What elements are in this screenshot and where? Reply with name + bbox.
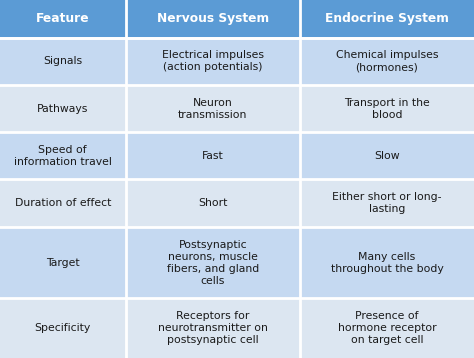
Text: Duration of effect: Duration of effect [15, 198, 111, 208]
Text: Many cells
throughout the body: Many cells throughout the body [331, 252, 443, 274]
Bar [126, 38, 300, 85]
Bar [300, 85, 474, 132]
Text: Pathways: Pathways [37, 103, 89, 113]
Bar [0, 38, 126, 85]
Text: Postsynaptic
neurons, muscle
fibers, and gland
cells: Postsynaptic neurons, muscle fibers, and… [167, 240, 259, 286]
Bar [300, 38, 474, 85]
Text: Slow: Slow [374, 151, 400, 161]
Text: Electrical impulses
(action potentials): Electrical impulses (action potentials) [162, 50, 264, 72]
Bar [300, 227, 474, 299]
Bar [0, 179, 126, 227]
Text: Speed of
information travel: Speed of information travel [14, 145, 112, 167]
Bar [126, 179, 300, 227]
Bar [126, 227, 300, 299]
Text: Feature: Feature [36, 13, 90, 25]
Text: Presence of
hormone receptor
on target cell: Presence of hormone receptor on target c… [337, 311, 437, 345]
Bar [0, 132, 126, 179]
Text: Fast: Fast [202, 151, 224, 161]
Text: Endocrine System: Endocrine System [325, 13, 449, 25]
Text: Either short or long-
lasting: Either short or long- lasting [332, 192, 442, 214]
Bar [300, 0, 474, 38]
Bar [126, 132, 300, 179]
Text: Transport in the
blood: Transport in the blood [344, 98, 430, 120]
Bar [126, 85, 300, 132]
Text: Neuron
transmission: Neuron transmission [178, 98, 247, 120]
Bar [300, 299, 474, 358]
Bar [0, 85, 126, 132]
Text: Chemical impulses
(hormones): Chemical impulses (hormones) [336, 50, 438, 72]
Text: Target: Target [46, 257, 80, 267]
Text: Nervous System: Nervous System [157, 13, 269, 25]
Bar [126, 299, 300, 358]
Text: Signals: Signals [43, 56, 82, 66]
Bar [0, 299, 126, 358]
Bar [126, 0, 300, 38]
Text: Short: Short [198, 198, 228, 208]
Text: Specificity: Specificity [35, 323, 91, 333]
Text: Receptors for
neurotransmitter on
postsynaptic cell: Receptors for neurotransmitter on postsy… [158, 311, 268, 345]
Bar [0, 227, 126, 299]
Bar [300, 179, 474, 227]
Bar [0, 0, 126, 38]
Bar [300, 132, 474, 179]
